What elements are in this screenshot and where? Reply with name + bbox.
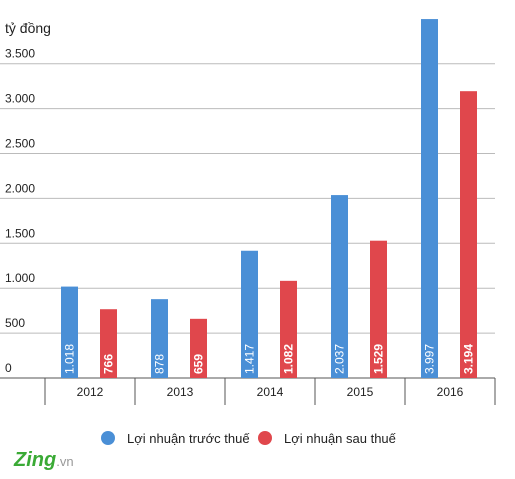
x-tick-label: 2013 xyxy=(167,385,194,399)
brand: Zing.vn xyxy=(13,449,74,471)
data-label: 3.997 xyxy=(423,344,437,374)
bar xyxy=(100,309,117,378)
data-label: 659 xyxy=(192,354,206,374)
x-tick-label: 2016 xyxy=(437,385,464,399)
bar xyxy=(151,299,168,378)
y-tick-label: 3.500 xyxy=(5,47,35,61)
bar xyxy=(460,91,477,378)
y-tick-label: 2.000 xyxy=(5,181,35,195)
data-label: 878 xyxy=(153,354,167,374)
bar xyxy=(280,280,297,378)
y-tick-label: 500 xyxy=(5,316,25,330)
legend-marker xyxy=(258,431,272,445)
bar xyxy=(61,286,78,378)
brand-suffix: .vn xyxy=(56,454,73,469)
data-label: 1.018 xyxy=(63,344,77,374)
brand-name: Zing xyxy=(13,449,56,471)
data-label: 2.037 xyxy=(333,344,347,374)
data-label: 766 xyxy=(102,354,116,374)
data-label: 1.417 xyxy=(243,344,257,374)
x-tick-label: 2015 xyxy=(347,385,374,399)
legend-label: Lợi nhuận sau thuế xyxy=(284,431,397,446)
data-label: 1.082 xyxy=(282,344,296,374)
bar xyxy=(241,250,258,378)
y-tick-label: 3.000 xyxy=(5,92,35,106)
legend-marker xyxy=(101,431,115,445)
y-tick-label: 0 xyxy=(5,361,12,375)
y-tick-label: 1.000 xyxy=(5,271,35,285)
y-tick-label: 1.500 xyxy=(5,226,35,240)
y-tick-label: 2.500 xyxy=(5,137,35,151)
bar xyxy=(331,195,348,378)
y-axis-label: tỷ đồng xyxy=(5,20,51,36)
bar xyxy=(370,240,387,378)
bar xyxy=(190,318,207,378)
data-label: 3.194 xyxy=(462,344,476,374)
x-tick-label: 2014 xyxy=(257,385,284,399)
x-tick-label: 2012 xyxy=(77,385,104,399)
data-label: 1.529 xyxy=(372,344,386,374)
legend-label: Lợi nhuận trước thuế xyxy=(127,431,250,446)
bar xyxy=(421,19,438,379)
